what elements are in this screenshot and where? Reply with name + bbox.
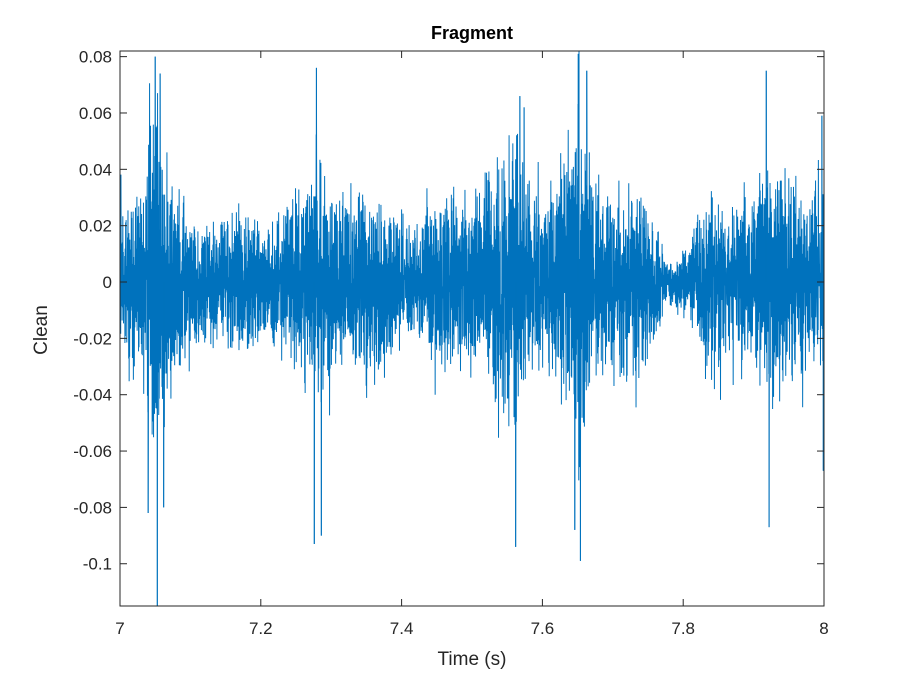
x-tick-label: 7 bbox=[115, 619, 124, 638]
y-tick-label: 0.02 bbox=[79, 217, 112, 236]
axes: 7 7.2 7.4 7.6 7.8 8 0.08 0.06 0.04 0.02 0 -0.02 -0.0… bbox=[73, 48, 828, 638]
y-tick-label: 0 bbox=[103, 273, 112, 292]
y-axis-label: Clean bbox=[31, 305, 52, 355]
axes-box bbox=[119, 50, 825, 607]
y-tick-label: -0.08 bbox=[73, 498, 112, 517]
chart-title: Fragment bbox=[431, 23, 513, 43]
x-tick-label: 7.4 bbox=[390, 619, 414, 638]
y-tick-label: 0.06 bbox=[79, 104, 112, 123]
y-tick-label: -0.02 bbox=[73, 329, 112, 348]
y-tick-label: 0.08 bbox=[79, 48, 112, 67]
x-tick-label: 8 bbox=[819, 619, 828, 638]
waveform-series-line bbox=[120, 51, 824, 606]
x-axis-label: Time (s) bbox=[438, 649, 507, 670]
y-tick-label: -0.04 bbox=[73, 386, 112, 405]
y-tick-label: -0.06 bbox=[73, 442, 112, 461]
x-tick-label: 7.2 bbox=[249, 619, 273, 638]
x-tick-label: 7.6 bbox=[531, 619, 555, 638]
y-tick-label: -0.1 bbox=[83, 555, 112, 574]
x-tick-label: 7.8 bbox=[671, 619, 695, 638]
y-tick-label: 0.04 bbox=[79, 160, 112, 179]
plot-area bbox=[120, 51, 824, 606]
